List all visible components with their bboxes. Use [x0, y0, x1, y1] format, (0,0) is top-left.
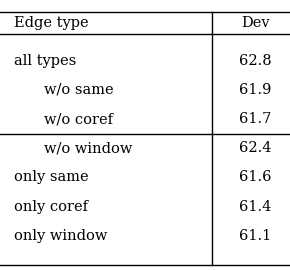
Text: w/o same: w/o same	[44, 83, 113, 97]
Text: 61.1: 61.1	[239, 229, 271, 243]
Text: Dev: Dev	[241, 16, 269, 30]
Text: only coref: only coref	[14, 200, 88, 214]
Text: only same: only same	[14, 170, 89, 184]
Text: 62.4: 62.4	[239, 141, 271, 155]
Text: Edge type: Edge type	[14, 16, 89, 30]
Text: all types: all types	[14, 54, 77, 68]
Text: 61.4: 61.4	[239, 200, 271, 214]
Text: 61.9: 61.9	[239, 83, 271, 97]
Text: only window: only window	[14, 229, 108, 243]
Text: 61.6: 61.6	[239, 170, 271, 184]
Text: 61.7: 61.7	[239, 112, 271, 126]
Text: w/o window: w/o window	[44, 141, 132, 155]
Text: w/o coref: w/o coref	[44, 112, 113, 126]
Text: 62.8: 62.8	[239, 54, 271, 68]
